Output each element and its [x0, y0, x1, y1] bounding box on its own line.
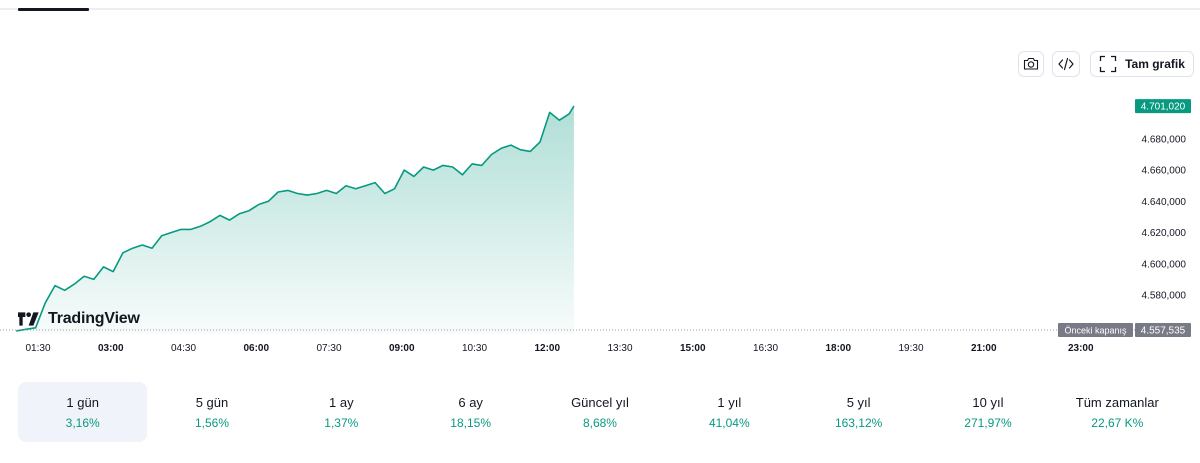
x-axis-tick-label: 09:00	[389, 343, 415, 354]
snapshot-button[interactable]	[1018, 51, 1044, 77]
period-tab[interactable]: 5 gün 1,56%	[147, 382, 276, 442]
period-change-value: 8,68%	[582, 415, 617, 430]
period-label: 6 ay	[458, 394, 483, 410]
previous-close-badge	[1135, 323, 1191, 338]
full-chart-button[interactable]: Tam grafik	[1090, 51, 1194, 77]
previous-close-title: Önceki kapanış	[1064, 326, 1127, 336]
tradingview-logo-icon	[18, 312, 39, 326]
fullscreen-icon	[1099, 55, 1117, 73]
period-tab[interactable]: 1 yıl 41,04%	[665, 382, 794, 442]
previous-close-label: 4.557,535	[1141, 326, 1186, 337]
period-label: 1 ay	[329, 394, 354, 410]
period-change-value: 271,97%	[964, 415, 1012, 430]
x-axis-tick-label: 13:30	[607, 343, 632, 354]
y-axis-tick-label: 4.660,000	[1142, 166, 1187, 177]
period-tab[interactable]: 5 yıl 163,12%	[794, 382, 923, 442]
x-axis-tick-label: 21:00	[971, 343, 997, 354]
period-change-value: 22,67 K%	[1091, 415, 1144, 430]
y-axis-tick-label: 4.620,000	[1142, 228, 1187, 239]
x-axis-tick-label: 03:00	[98, 343, 124, 354]
period-change-value: 1,56%	[194, 415, 229, 430]
period-change-value: 18,15%	[450, 415, 491, 430]
price-line	[16, 105, 575, 332]
x-axis-tick-label: 15:00	[680, 343, 706, 354]
period-tab[interactable]: 1 gün 3,16%	[18, 382, 148, 442]
period-tab[interactable]: 1 ay 1,37%	[277, 382, 406, 442]
embed-button[interactable]	[1052, 51, 1080, 77]
tradingview-logo[interactable]: TradingView	[18, 310, 140, 328]
price-chart[interactable]: 4.580,000 4.600,000 4.620,000 4.640,000 4.66…	[0, 85, 1200, 360]
period-tab[interactable]: 10 yıl 271,97%	[923, 382, 1052, 442]
top-divider	[0, 8, 1200, 10]
price-area-fill	[16, 106, 574, 334]
period-label: 10 yıl	[972, 394, 1004, 410]
y-axis-tick-label: 4.680,000	[1142, 134, 1187, 145]
period-label: 5 gün	[195, 394, 229, 410]
x-axis-tick-label: 18:00	[825, 343, 851, 354]
x-axis-tick-label: 19:30	[898, 343, 923, 354]
period-change-value: 163,12%	[834, 415, 883, 430]
x-axis-tick-label: 07:30	[316, 343, 341, 354]
period-tab[interactable]: Tüm zamanlar 22,67 K%	[1053, 382, 1182, 442]
x-axis-tick-label: 12:00	[534, 343, 560, 354]
x-axis-tick-label: 01:30	[25, 343, 50, 354]
period-selector: 1 gün 3,16% 5 gün 1,56% 1 ay 1,37% 6 ay 18,15% G…	[18, 382, 1182, 442]
last-price-badge	[1135, 99, 1191, 114]
period-tab[interactable]: Güncel yıl 8,68%	[535, 382, 664, 442]
period-change-value: 41,04%	[708, 415, 750, 430]
period-label: 5 yıl	[846, 394, 871, 410]
y-axis-tick-label: 4.580,000	[1142, 290, 1187, 301]
tradingview-wordmark: TradingView	[48, 310, 140, 327]
period-label: Tüm zamanlar	[1075, 394, 1159, 410]
y-axis-tick-label: 4.600,000	[1142, 259, 1187, 270]
x-axis-tick-label: 04:30	[171, 343, 196, 354]
x-axis-tick-label: 23:00	[1068, 343, 1094, 354]
x-axis-tick-label: 06:00	[243, 343, 269, 354]
last-price-label: 4.701,020	[1141, 102, 1186, 113]
period-label: 1 gün	[66, 394, 99, 410]
period-change-value: 1,37%	[324, 415, 359, 430]
code-icon	[1058, 57, 1074, 71]
x-axis-tick-label: 10:30	[462, 343, 487, 354]
y-axis-tick-label: 4.640,000	[1142, 197, 1187, 208]
full-chart-label: Tam grafik	[1125, 57, 1185, 71]
x-axis-tick-label: 16:30	[753, 343, 778, 354]
period-label: Güncel yıl	[571, 394, 629, 410]
period-tab[interactable]: 6 ay 18,15%	[406, 382, 535, 442]
camera-icon	[1023, 57, 1039, 70]
previous-close-title-badge	[1058, 323, 1133, 338]
period-change-value: 3,16%	[65, 415, 100, 430]
period-label: 1 yıl	[717, 394, 742, 410]
active-tab-indicator	[18, 8, 89, 11]
